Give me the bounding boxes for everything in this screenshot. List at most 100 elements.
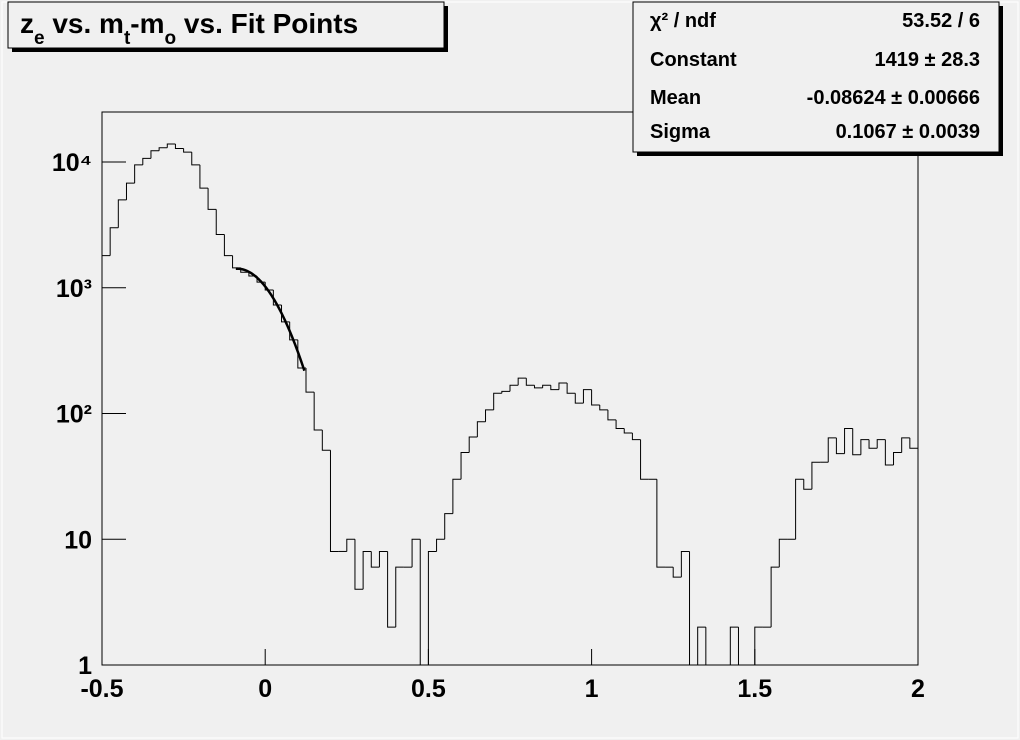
- histogram-bin: [501, 390, 510, 394]
- y-tick-label: 10⁴: [52, 149, 92, 177]
- histogram-bin: [909, 437, 918, 449]
- histogram-bin: [142, 157, 151, 165]
- y-tick-label: 10²: [56, 401, 92, 429]
- stats-name: Mean: [650, 87, 701, 109]
- histogram-bin: [574, 393, 584, 404]
- histogram-bin: [272, 290, 282, 306]
- histogram-bin: [631, 432, 641, 441]
- stats-name: Sigma: [650, 121, 711, 143]
- title-subscript: e: [34, 28, 45, 49]
- histogram-bin: [191, 152, 200, 166]
- histogram-bin: [591, 389, 600, 406]
- x-tick-label: 0.5: [411, 675, 446, 703]
- histogram-bin: [493, 392, 502, 410]
- histogram-bin: [109, 227, 119, 256]
- histogram-bin: [378, 550, 388, 568]
- histogram-bin: [158, 147, 168, 151]
- histogram-bin: [893, 451, 902, 465]
- histogram-bin: [134, 164, 143, 184]
- histogram-bin: [485, 409, 494, 422]
- histogram-bin: [860, 439, 870, 455]
- histogram-bin: [427, 550, 437, 665]
- histogram-bin: [468, 436, 478, 453]
- stats-name: χ² / ndf: [650, 10, 716, 32]
- histogram-bin: [436, 538, 445, 552]
- histogram-bin: [419, 539, 429, 666]
- stats-value: 53.52 / 6: [902, 10, 980, 32]
- x-tick-label: 1: [585, 675, 599, 703]
- histogram-bin: [525, 378, 535, 386]
- histogram-bin: [656, 479, 666, 568]
- x-tick-label: 1.5: [737, 675, 772, 703]
- histogram-bin: [729, 626, 739, 665]
- histogram-bin: [321, 429, 331, 451]
- histogram-bin: [778, 538, 788, 568]
- histogram-bin: [680, 550, 690, 578]
- histogram-bin: [125, 182, 135, 200]
- histogram-bin: [362, 550, 372, 590]
- title-text: vs. m: [45, 8, 124, 39]
- histogram-bin: [640, 439, 649, 480]
- histogram-bin: [558, 382, 568, 390]
- histogram-bin: [754, 626, 763, 665]
- histogram-bin: [444, 513, 453, 540]
- histogram-bin: [607, 409, 617, 421]
- stats-value: 1419 ± 28.3: [874, 49, 980, 71]
- histogram-bin: [395, 566, 404, 628]
- histogram-bin: [207, 188, 217, 210]
- histogram-bin: [550, 385, 559, 391]
- histogram-bin: [623, 428, 633, 434]
- histogram-bin: [697, 626, 706, 665]
- x-tick-label: 2: [911, 675, 925, 703]
- histogram-bin: [811, 461, 821, 490]
- histogram-bin: [835, 437, 845, 455]
- histogram-bin: [705, 627, 714, 666]
- histogram-bin: [101, 255, 111, 665]
- y-tick-label: 10³: [56, 275, 92, 303]
- histogram-bin: [615, 419, 625, 430]
- histogram-bin: [370, 551, 380, 568]
- chart-title: ze vs. mt-mo vs. Fit Points: [20, 8, 358, 49]
- histogram-bin: [223, 234, 233, 257]
- y-tick-label: 10: [64, 526, 92, 554]
- stats-value: 0.1067 ± 0.0039: [836, 121, 980, 143]
- histogram-bin: [117, 199, 127, 228]
- histogram-bin: [803, 479, 812, 490]
- fit-curve: [235, 267, 306, 372]
- histogram-bin: [517, 377, 527, 386]
- histogram-bin: [689, 551, 698, 666]
- histogram-bin: [737, 627, 747, 666]
- histogram-bin: [876, 439, 886, 449]
- title-box: [7, 1, 445, 49]
- stats-value: -0.08624 ± 0.00666: [807, 87, 980, 109]
- y-tick-label: 1: [78, 652, 92, 680]
- histogram-bin: [411, 538, 421, 568]
- histogram-bin: [542, 384, 551, 388]
- histogram-bin: [901, 437, 910, 453]
- histogram-bin: [844, 428, 853, 454]
- histogram-bin: [215, 209, 225, 236]
- x-tick-label: 0: [258, 675, 272, 703]
- histogram-bin: [183, 148, 192, 153]
- histogram-bin: [884, 439, 894, 466]
- histogram-bin: [566, 382, 576, 394]
- histogram-bin: [599, 404, 608, 411]
- histogram-bin: [354, 539, 364, 590]
- histogram-bin: [795, 478, 804, 540]
- title-text: vs. Fit Points: [176, 8, 358, 39]
- title-text: z: [20, 8, 34, 39]
- title-subscript: t: [124, 28, 131, 49]
- histogram-bin: [852, 428, 861, 456]
- histogram-bin: [150, 150, 160, 159]
- histogram-bin: [770, 566, 780, 628]
- histogram-bin: [305, 368, 315, 393]
- histogram-bin: [199, 164, 209, 189]
- stats-name: Constant: [650, 49, 737, 71]
- histogram-bin: [672, 567, 682, 578]
- histogram-bin: [346, 538, 355, 552]
- histogram-bin: [476, 421, 486, 438]
- title-subscript: o: [165, 28, 177, 49]
- histogram-bin: [166, 143, 176, 148]
